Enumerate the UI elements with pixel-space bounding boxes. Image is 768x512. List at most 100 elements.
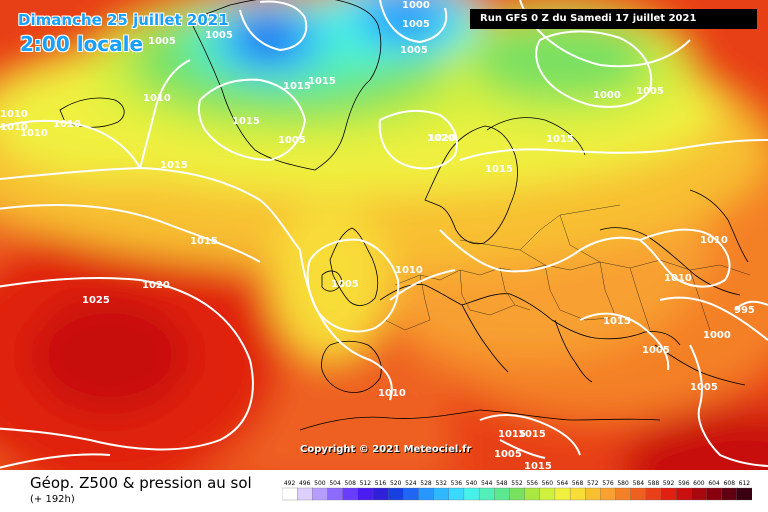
legend-swatch (721, 487, 738, 501)
legend-tick-label: 508 (344, 480, 356, 487)
legend-tick-label: 516 (375, 480, 387, 487)
isobar-label: 1015 (308, 76, 336, 87)
legend-swatch (433, 487, 450, 501)
forecast-hour: (+ 192h) (30, 494, 75, 505)
isobar-label: 1020 (428, 133, 456, 144)
legend-swatch (509, 487, 526, 501)
legend-swatch (706, 487, 723, 501)
legend-tick-label: 576 (602, 480, 614, 487)
legend-tick-label: 560 (542, 480, 554, 487)
legend-tick-label: 540 (466, 480, 478, 487)
isobars (0, 0, 768, 470)
isobar-label: 1000 (703, 330, 731, 341)
legend-swatch (524, 487, 541, 501)
isobar-labels: 1005 1005 1000 1005 1005 1015 1015 1010 … (0, 0, 755, 470)
legend-tick-label: 604 (708, 480, 720, 487)
isobar-label: 1000 (402, 0, 430, 11)
model-run-label: Run GFS 0 Z du Samedi 17 juillet 2021 (470, 9, 757, 29)
isobar-label: 1005 (278, 135, 306, 146)
legend-tick-label: 608 (724, 480, 736, 487)
isobar-label: 1010 (0, 109, 28, 120)
legend-tick-label: 596 (678, 480, 690, 487)
isobar-label: 1010 (395, 265, 423, 276)
legend-swatch (357, 487, 374, 501)
map-footer: Géop. Z500 & pression au sol (+ 192h) 49… (0, 470, 768, 512)
isobar-label: 1015 (498, 429, 526, 440)
isobar-label: 1020 (142, 280, 170, 291)
legend-tick-label: 492 (284, 480, 296, 487)
isobar-label: 1015 (546, 134, 574, 145)
legend-swatch (660, 487, 677, 501)
isobar-label: 1005 (636, 86, 664, 97)
legend-tick-label: 580 (617, 480, 629, 487)
isobar-label: 1000 (593, 90, 621, 101)
legend-swatch (448, 487, 465, 501)
isobar-label: 1025 (82, 295, 110, 306)
legend-tick-label: 612 (739, 480, 751, 487)
legend-tick-label: 528 (420, 480, 432, 487)
legend-tick-label: 532 (435, 480, 447, 487)
isobar-label: 1010 (700, 235, 728, 246)
legend-swatch (282, 487, 298, 501)
legend-tick-label: 544 (481, 480, 493, 487)
country-borders (384, 204, 751, 331)
forecast-local-time: 2:00 locale (20, 32, 144, 56)
isobar-label: 1010 (0, 122, 28, 133)
legend-swatch (569, 487, 586, 501)
isobar-label: 1020 (427, 133, 455, 144)
isobar-label: 1010 (20, 128, 48, 139)
geopotential-map: 1005 1005 1000 1005 1005 1015 1015 1010 … (0, 0, 768, 470)
legend-tick-label: 584 (633, 480, 645, 487)
legend-swatch (342, 487, 359, 501)
legend-tick-label: 536 (451, 480, 463, 487)
legend-tick-label: 564 (557, 480, 569, 487)
isobar-label: 1010 (664, 273, 692, 284)
legend-tick-label: 500 (314, 480, 326, 487)
legend-tick-label: 552 (511, 480, 523, 487)
isobar-label: 1015 (232, 116, 260, 127)
isobar-label: 1005 (205, 30, 233, 41)
legend-swatch (478, 487, 495, 501)
legend-swatch (403, 487, 419, 501)
isobar-label: 1005 (690, 382, 718, 393)
isobar-label: 1005 (494, 449, 522, 460)
product-title: Géop. Z500 & pression au sol (30, 474, 252, 492)
legend-swatch (312, 487, 328, 501)
legend-tick-label: 600 (693, 480, 705, 487)
legend-swatch (600, 487, 617, 501)
isobar-label: 1005 (402, 19, 430, 30)
legend-swatch (372, 487, 389, 501)
legend-swatch (736, 487, 752, 501)
isobar-label: 1005 (400, 45, 428, 56)
legend-swatch (539, 487, 556, 501)
legend-swatch (585, 487, 601, 501)
legend-swatch (630, 487, 647, 501)
legend-swatch (387, 487, 404, 501)
isobar-label: 1015 (524, 461, 552, 470)
forecast-date: Dimanche 25 juillet 2021 (18, 11, 229, 29)
copyright-notice: Copyright © 2021 Meteociel.fr (300, 444, 472, 455)
legend-swatch (615, 487, 632, 501)
legend-tick-label: 568 (572, 480, 584, 487)
legend-tick-label: 572 (587, 480, 599, 487)
legend-tick-label: 548 (496, 480, 508, 487)
legend-swatch (418, 487, 435, 501)
legend-swatch (691, 487, 708, 501)
legend-tick-label: 524 (405, 480, 417, 487)
isobar-label: 1005 (148, 36, 176, 47)
isobar-label: 1005 (642, 345, 670, 356)
isobar-label: 1010 (143, 93, 171, 104)
z500-color-legend: 492 496 500 504 508 512 516 520 524 528 532 536 540 5… (282, 480, 752, 501)
legend-swatch (327, 487, 344, 501)
legend-swatch (297, 487, 313, 501)
legend-tick-label: 496 (299, 480, 311, 487)
legend-tick-label: 504 (329, 480, 341, 487)
legend-tick-label: 520 (390, 480, 402, 487)
legend-swatch (554, 487, 571, 501)
isobar-label: 1015 (160, 160, 188, 171)
legend-swatch (645, 487, 662, 501)
isobar-label: 995 (734, 305, 755, 316)
isobar-label: 1010 (378, 388, 406, 399)
isobar-label: 1005 (331, 279, 359, 290)
